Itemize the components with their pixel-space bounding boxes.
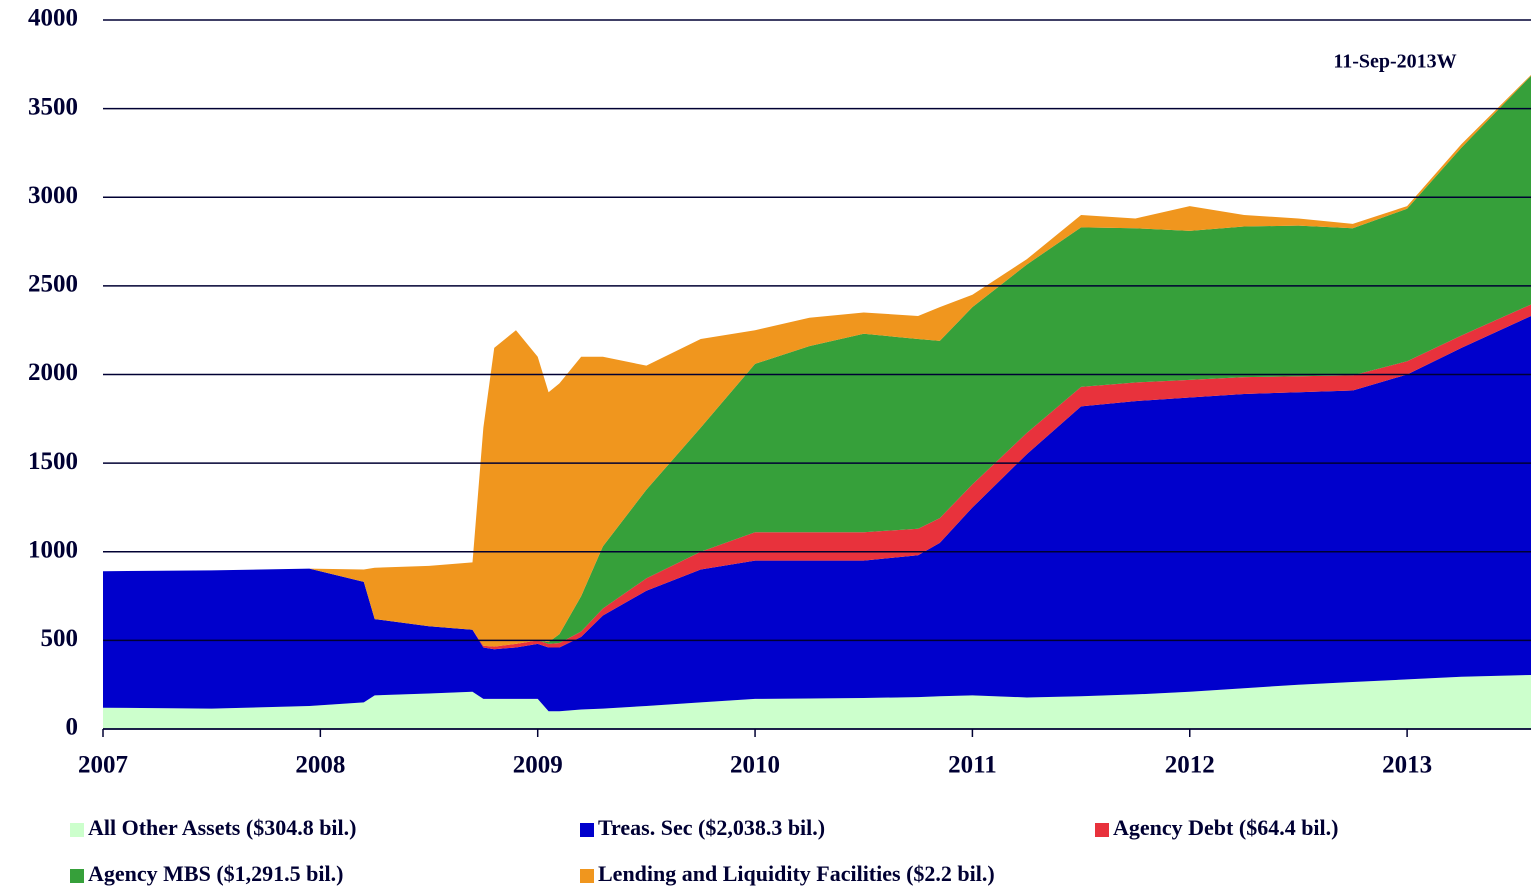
legend-swatch	[580, 823, 594, 837]
legend-label: Lending and Liquidity Facilities ($2.2 b…	[598, 861, 995, 886]
y-tick-label: 500	[41, 625, 79, 652]
legend-label: Agency Debt ($64.4 bil.)	[1113, 815, 1338, 840]
legend-label: All Other Assets ($304.8 bil.)	[88, 815, 356, 840]
y-tick-label: 3000	[28, 182, 78, 209]
x-tick-label: 2008	[295, 752, 345, 779]
y-tick-label: 4000	[28, 5, 78, 32]
x-tick-label: 2007	[78, 752, 128, 779]
x-tick-label: 2010	[730, 752, 780, 779]
y-tick-label: 3500	[28, 93, 78, 120]
y-tick-label: 2000	[28, 359, 78, 386]
legend-swatch	[70, 869, 84, 883]
legend-swatch	[580, 869, 594, 883]
legend-label: Agency MBS ($1,291.5 bil.)	[88, 861, 343, 886]
annotation: 11-Sep-2013W	[1333, 51, 1456, 73]
x-tick-label: 2011	[948, 752, 997, 779]
area	[103, 316, 1531, 712]
legend-label: Treas. Sec ($2,038.3 bil.)	[598, 815, 825, 840]
x-tick-label: 2013	[1382, 752, 1432, 779]
y-tick-label: 1000	[28, 536, 78, 563]
legend-swatch	[1095, 823, 1109, 837]
area	[103, 304, 1531, 650]
y-tick-label: 1500	[28, 448, 78, 475]
areas	[103, 74, 1531, 729]
x-tick-label: 2012	[1165, 752, 1215, 779]
area	[103, 74, 1531, 647]
x-tick-label: 2009	[513, 752, 563, 779]
y-tick-label: 2500	[28, 271, 78, 298]
area	[103, 75, 1531, 647]
y-tick-label: 0	[66, 714, 79, 741]
area	[103, 674, 1531, 729]
legend-swatch	[70, 823, 84, 837]
